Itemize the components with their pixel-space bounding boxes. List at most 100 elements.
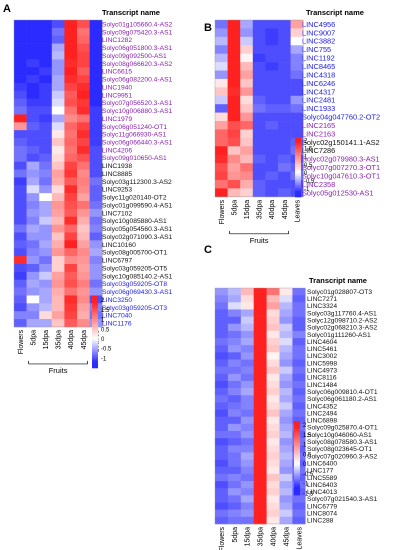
heatmap-cell: [253, 330, 267, 339]
heatmap-cell: [279, 452, 293, 460]
heatmap-cell: [266, 295, 280, 303]
heatmap-cell: [51, 185, 65, 194]
heatmap-cell: [227, 388, 242, 396]
heatmap-cell: [253, 452, 267, 460]
heatmap-cell: [39, 185, 53, 194]
heatmap-cell: [39, 161, 53, 170]
heatmap-cell: [253, 359, 267, 367]
colorbar-segment: [294, 483, 300, 487]
colorbar-segment: [294, 426, 300, 429]
colorbar-segment: [92, 310, 98, 313]
colorbar-segment: [92, 323, 98, 326]
heatmap-cell: [215, 95, 228, 105]
heatmap-cell: [77, 311, 90, 320]
heatmap-cell: [227, 330, 242, 339]
heatmap-cell: [279, 323, 293, 332]
heatmap-cell: [278, 70, 291, 80]
heatmap-cell: [279, 359, 293, 367]
heatmap-cell: [292, 366, 306, 375]
heatmap-cell: [215, 330, 229, 339]
heatmap-cell: [227, 438, 242, 446]
heatmap-cell: [215, 53, 228, 63]
row-label: LINC4956: [302, 20, 335, 29]
heatmap-cell: [240, 28, 254, 38]
row-label: Solyc10g047610.3-OT1: [302, 171, 380, 180]
heatmap-cell: [240, 359, 254, 367]
column-label: 15dpa: [244, 200, 251, 220]
row-label: Solyc09g010650-AS1: [102, 155, 167, 162]
heatmap-cell: [89, 90, 103, 99]
colorbar-tick-label: 0: [101, 337, 105, 343]
heatmap-cell: [215, 323, 229, 332]
heatmap-cell: [14, 90, 27, 99]
column-label: 15dpa: [245, 527, 252, 547]
colorbar-segment: [294, 485, 300, 488]
heatmap-cell: [14, 271, 27, 281]
heatmap-cell: [279, 516, 293, 525]
heatmap-cell: [39, 216, 53, 225]
colorbar-segment: [92, 319, 98, 322]
heatmap-cell: [240, 179, 254, 189]
heatmap-cell: [227, 452, 242, 460]
heatmap-cell: [240, 431, 254, 439]
heatmap-cell: [26, 75, 40, 84]
heatmap-cell: [227, 316, 242, 325]
row-label: LINC2494: [307, 410, 337, 417]
heatmap-cell: [227, 171, 241, 181]
column-label: 15dpa: [43, 330, 50, 350]
heatmap-cell: [89, 20, 103, 29]
row-label: Solyc06g051800.3-AS1: [102, 45, 173, 52]
heatmap-cell: [89, 208, 103, 218]
heatmap-cell: [215, 188, 228, 198]
heatmap-cell: [253, 352, 267, 360]
heatmap-cell: [266, 309, 280, 317]
colorbar-segment: [92, 326, 98, 329]
heatmap-cell: [14, 240, 27, 249]
heatmap-cell: [240, 20, 254, 29]
heatmap-cell: [252, 20, 266, 29]
colorbar-segment: [294, 424, 300, 427]
heatmap-cell: [89, 59, 103, 68]
colorbar-segment: [294, 435, 300, 438]
colorbar-tick-label: 1: [101, 318, 105, 324]
heatmap-cell: [89, 177, 103, 186]
heatmap-cell: [253, 495, 267, 503]
heatmap-cell: [77, 75, 90, 84]
heatmap-cell: [14, 114, 27, 123]
column-label: 45dpa: [81, 330, 88, 350]
colorbar-segment: [92, 306, 98, 309]
heatmap-cell: [240, 288, 254, 296]
heatmap-cell: [26, 27, 40, 37]
row-label: Solyc10g006880.3-AS1: [102, 108, 173, 115]
heatmap-cell: [240, 104, 254, 113]
heatmap-cell: [26, 193, 40, 202]
heatmap-cell: [215, 416, 229, 425]
colorbar-segment: [295, 147, 301, 150]
heatmap-cell: [39, 82, 53, 92]
heatmap-cell: [253, 423, 267, 432]
colorbar-segment: [294, 480, 300, 483]
heatmap-cell: [89, 114, 103, 123]
colorbar-segment: [92, 305, 98, 308]
panel-label: A: [3, 3, 11, 15]
heatmap-cell: [26, 145, 40, 155]
heatmap-cell: [215, 380, 229, 389]
heatmap-cell: [39, 256, 53, 265]
row-label: Solyc01g099590.4-AS1: [102, 202, 173, 209]
heatmap-cell: [253, 373, 267, 382]
heatmap-cell: [227, 188, 241, 198]
heatmap-cell: [240, 112, 254, 122]
heatmap-cell: [89, 287, 103, 296]
row-label: LINC4013: [307, 489, 337, 496]
heatmap-cell: [215, 459, 229, 468]
row-label: Solyc03g117760.4-AS1: [307, 310, 377, 317]
heatmap-cell: [26, 82, 40, 92]
heatmap-cell: [252, 36, 266, 46]
heatmap-cell: [39, 75, 53, 84]
heatmap-cell: [26, 138, 40, 147]
heatmap-cell: [240, 309, 254, 317]
row-label: LINC3882: [302, 37, 335, 46]
heatmap-cell: [64, 271, 78, 281]
heatmap-cell: [253, 438, 267, 446]
